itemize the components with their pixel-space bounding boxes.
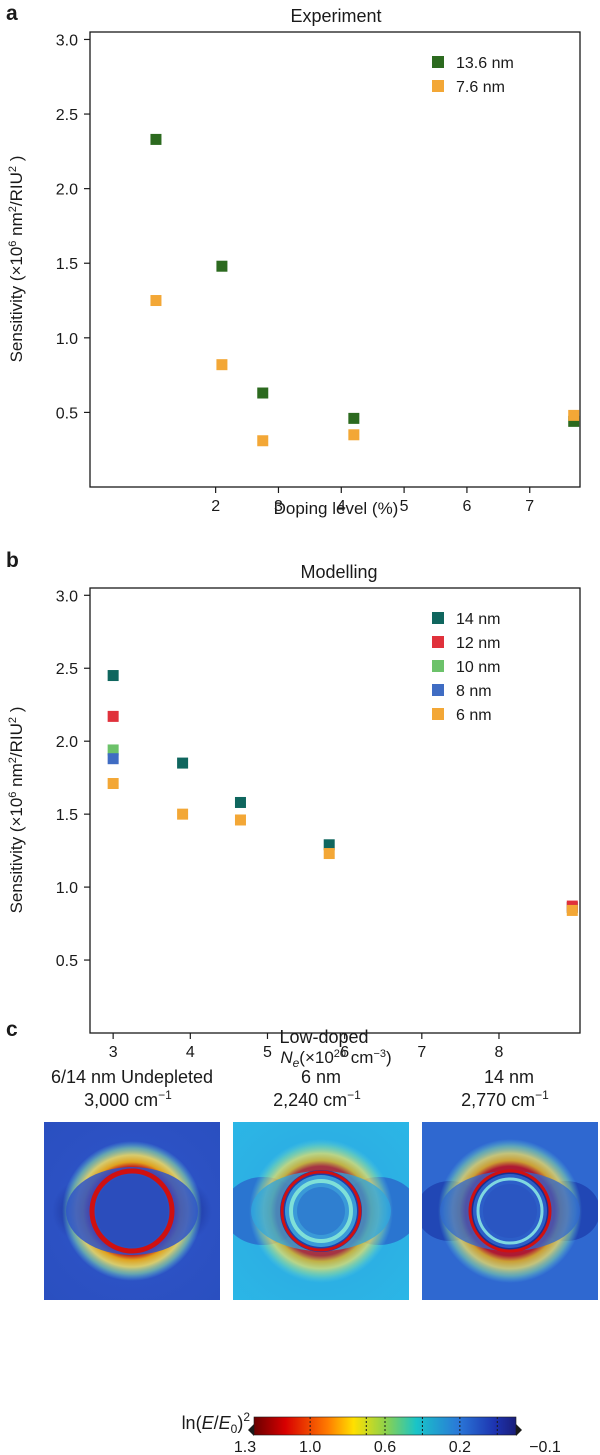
chart-b-ytick-label: 3.0 bbox=[56, 588, 78, 605]
colorbar-tick-label: 1.0 bbox=[299, 1439, 321, 1455]
map-14nm-line1: 14 nm bbox=[484, 1067, 534, 1087]
chart-b-xtick-label: 5 bbox=[263, 1044, 272, 1061]
chart-b-legend-label: 12 nm bbox=[456, 635, 500, 652]
chart-a-point bbox=[150, 133, 162, 145]
field-map-6nm bbox=[233, 1122, 409, 1300]
map-6nm-line1: 6 nm bbox=[301, 1067, 341, 1087]
chart-a-point bbox=[568, 409, 580, 421]
chart-b-point bbox=[234, 814, 246, 826]
chart-b-point bbox=[107, 710, 119, 722]
chart-a-ytick-label: 3.0 bbox=[56, 32, 78, 49]
chart-a-ytick-label: 1.5 bbox=[56, 256, 78, 273]
chart-a-xtick-label: 6 bbox=[462, 498, 471, 515]
colorbar-ticks: 1.3 1.0 0.6 0.2 −0.1 bbox=[234, 1417, 561, 1455]
chart-b-point bbox=[107, 753, 119, 765]
field-map-14nm bbox=[422, 1122, 598, 1300]
colorbar-tick-label: 1.3 bbox=[234, 1439, 256, 1455]
chart-a-ytick-label: 2.0 bbox=[56, 182, 78, 199]
chart-b-ytick-label: 2.5 bbox=[56, 661, 78, 678]
chart-b-ytick-label: 2.0 bbox=[56, 734, 78, 751]
chart-b-ytick-label: 1.0 bbox=[56, 880, 78, 897]
chart-a-point bbox=[216, 359, 228, 371]
chart-b-point bbox=[234, 796, 246, 808]
chart-b-plot-area bbox=[89, 587, 581, 1034]
colorbar-max-arrow-icon bbox=[516, 1424, 522, 1436]
chart-a-point bbox=[150, 295, 162, 307]
chart-b-ytick-label: 1.5 bbox=[56, 807, 78, 824]
colorbar-label: ln(E/E0)2 bbox=[182, 1410, 251, 1436]
map-undepleted-line1: 6/14 nm Undepleted bbox=[51, 1067, 213, 1087]
chart-b-xtick-label: 3 bbox=[109, 1044, 118, 1061]
chart-a-point bbox=[257, 387, 269, 399]
chart-a: 2 3 4 5 6 7 0.5 1.0 1.5 2.0 2.5 3.0 13.6 nm 7.6 nm bbox=[56, 32, 580, 515]
chart-b-point bbox=[323, 848, 335, 860]
chart-b-legend-swatch bbox=[432, 660, 444, 672]
colorbar-min-arrow-icon bbox=[248, 1424, 254, 1436]
chart-b-xtick-label: 4 bbox=[186, 1044, 195, 1061]
chart-a-xtick-label: 4 bbox=[337, 498, 346, 515]
chart-a-point bbox=[348, 412, 360, 424]
chart-b-legend-label: 8 nm bbox=[456, 683, 492, 700]
chart-b-legend-label: 6 nm bbox=[456, 707, 492, 724]
chart-a-ytick-label: 1.0 bbox=[56, 331, 78, 348]
chart-b-legend-label: 14 nm bbox=[456, 611, 500, 628]
chart-b-ylabel: Sensitivity (×106 nm2/RIU2 ) bbox=[7, 707, 26, 914]
chart-a-point bbox=[348, 429, 360, 441]
chart-b-ytick-label: 0.5 bbox=[56, 953, 78, 970]
chart-a-point bbox=[216, 260, 228, 272]
chart-a-ytick-label: 0.5 bbox=[56, 405, 78, 422]
panel-letter-a: a bbox=[6, 2, 18, 25]
colorbar-tick-label: 0.6 bbox=[374, 1439, 396, 1455]
chart-a-legend-swatch bbox=[432, 56, 444, 68]
map-6nm-caption: 6 nm 2,240 cm−1 bbox=[273, 1067, 361, 1110]
chart-a-legend-swatch bbox=[432, 80, 444, 92]
chart-b-legend-swatch bbox=[432, 684, 444, 696]
field-map-undepleted bbox=[44, 1122, 220, 1300]
chart-b-xtick-label: 6 bbox=[340, 1044, 349, 1061]
chart-a-point bbox=[568, 415, 580, 427]
chart-b-legend-label: 10 nm bbox=[456, 659, 500, 676]
chart-a-legend-label: 7.6 nm bbox=[456, 79, 505, 96]
map-undepleted-caption: 6/14 nm Undepleted 3,000 cm−1 bbox=[51, 1067, 213, 1110]
chart-a-point bbox=[257, 435, 269, 447]
panel-letter-c: c bbox=[6, 1018, 18, 1041]
map-6nm-line2: 2,240 cm−1 bbox=[273, 1088, 361, 1110]
colorbar-tick-label: −0.1 bbox=[529, 1439, 561, 1455]
panel-c-title: Low-doped bbox=[279, 1027, 368, 1047]
chart-b-point bbox=[107, 670, 119, 682]
chart-a-title: Experiment bbox=[290, 6, 381, 26]
chart-b-xtick-label: 7 bbox=[417, 1044, 426, 1061]
chart-b-legend-swatch bbox=[432, 612, 444, 624]
chart-a-legend-label: 13.6 nm bbox=[456, 55, 514, 72]
chart-b-point bbox=[177, 757, 189, 769]
chart-a-xtick-label: 5 bbox=[400, 498, 409, 515]
chart-a-xtick-label: 3 bbox=[274, 498, 283, 515]
map-14nm-line2: 2,770 cm−1 bbox=[461, 1088, 549, 1110]
chart-a-ytick-label: 2.5 bbox=[56, 107, 78, 124]
chart-a-xtick-label: 7 bbox=[525, 498, 534, 515]
chart-b-xlabel: Ne(×1020 cm−3) bbox=[280, 1048, 391, 1070]
panel-letter-b: b bbox=[6, 549, 19, 572]
chart-a-plot-area bbox=[89, 31, 581, 488]
chart-a-ylabel: Sensitivity (×106 nm2/RIU2 ) bbox=[7, 156, 26, 363]
chart-a-xlabel: Doping level (%) bbox=[274, 499, 399, 518]
chart-b-legend-swatch bbox=[432, 708, 444, 720]
map-14nm-caption: 14 nm 2,770 cm−1 bbox=[461, 1067, 549, 1110]
chart-b-xtick-label: 8 bbox=[495, 1044, 504, 1061]
chart-b-title: Modelling bbox=[300, 562, 377, 582]
colorbar-tick-label: 0.2 bbox=[449, 1439, 471, 1455]
chart-a-xtick-label: 2 bbox=[211, 498, 220, 515]
chart-b-point bbox=[107, 744, 119, 756]
map-undepleted-line2: 3,000 cm−1 bbox=[84, 1088, 172, 1110]
chart-b: 3 4 5 6 7 8 0.5 1.0 1.5 2.0 2.5 3.0 14 nm 12 nm 10 nm 8… bbox=[56, 588, 578, 1061]
chart-b-point bbox=[177, 808, 189, 820]
chart-b-point bbox=[566, 904, 578, 916]
chart-b-legend-swatch bbox=[432, 636, 444, 648]
chart-b-point bbox=[107, 778, 119, 790]
chart-b-point bbox=[323, 839, 335, 851]
